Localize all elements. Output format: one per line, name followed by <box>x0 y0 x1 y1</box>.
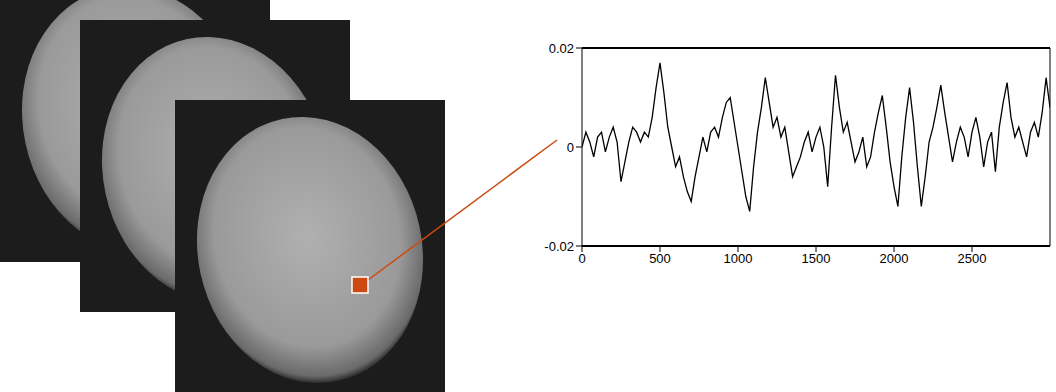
svg-text:1000: 1000 <box>724 251 753 266</box>
svg-text:0: 0 <box>578 251 585 266</box>
svg-text:1500: 1500 <box>802 251 831 266</box>
svg-text:0.02: 0.02 <box>549 41 574 56</box>
svg-text:-0.02: -0.02 <box>544 239 574 254</box>
svg-text:2500: 2500 <box>958 251 987 266</box>
svg-text:2000: 2000 <box>880 251 909 266</box>
svg-text:500: 500 <box>649 251 671 266</box>
svg-text:0: 0 <box>567 140 574 155</box>
